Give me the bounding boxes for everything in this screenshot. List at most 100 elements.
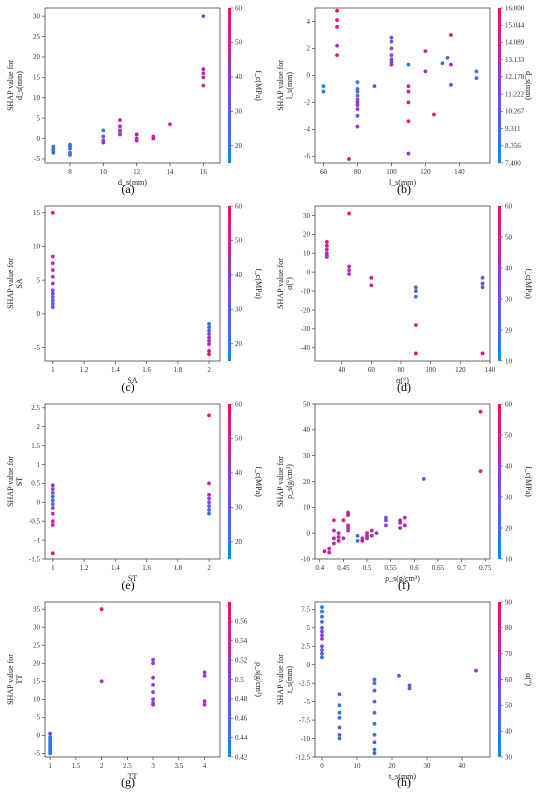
- data-point: [151, 661, 155, 666]
- colorbar-tick-label: 60: [505, 676, 513, 684]
- data-point: [50, 494, 55, 499]
- data-point: [406, 89, 411, 94]
- y-tick-label: -5: [34, 750, 40, 758]
- data-point: [413, 285, 418, 290]
- data-point: [369, 275, 374, 280]
- data-point: [50, 274, 55, 279]
- data-point: [384, 515, 388, 520]
- colorbar-tick-label: 30: [235, 306, 243, 314]
- data-point: [355, 80, 360, 85]
- x-axis-label: SA: [127, 376, 137, 385]
- data-point: [207, 481, 211, 486]
- y-axis-label: SHAP value for d_s(mm): [6, 60, 24, 111]
- panel-label: (g): [121, 775, 135, 789]
- data-point: [202, 673, 207, 678]
- y-tick-label: -2.5: [299, 679, 311, 687]
- x-tick-label: 1.2: [80, 564, 89, 572]
- data-point: [151, 702, 155, 707]
- y-tick-label: 1: [37, 461, 41, 469]
- data-point: [389, 35, 394, 40]
- colorbar-tick-label: 60: [235, 202, 243, 210]
- data-point: [372, 732, 377, 737]
- data-point: [50, 483, 55, 488]
- x-tick-label: 8: [68, 168, 72, 176]
- data-point: [50, 523, 55, 527]
- data-point: [101, 128, 106, 133]
- y-tick-label: 5: [37, 714, 41, 722]
- colorbar-tick-label: 11.222: [505, 90, 524, 98]
- data-point: [50, 519, 55, 524]
- x-tick-label: 20: [389, 762, 397, 770]
- x-tick-label: 1: [51, 564, 55, 572]
- x-tick-label: 3: [151, 762, 155, 770]
- x-tick-label: 40: [338, 366, 346, 374]
- colorbar-tick-label: 20: [235, 142, 243, 150]
- colorbar-tick-label: 30: [505, 295, 513, 303]
- data-point: [320, 629, 324, 634]
- colorbar-tick-label: 70: [505, 650, 513, 658]
- colorbar-tick-label: 9.311: [505, 125, 521, 133]
- data-point: [99, 607, 104, 612]
- colorbar-tick-label: 40: [505, 462, 513, 470]
- data-point: [347, 272, 352, 276]
- data-point: [51, 150, 56, 155]
- data-point: [324, 240, 329, 244]
- y-axis-label-line: t_s(mm): [285, 666, 294, 693]
- colorbar: [498, 404, 501, 559]
- colorbar-label: f_c(MPa): [254, 268, 263, 299]
- x-tick-label: 120: [455, 366, 466, 374]
- data-point: [480, 351, 485, 356]
- data-point: [50, 305, 55, 309]
- colorbar-tick-label: 7.400: [505, 159, 521, 167]
- plot-frame: [314, 7, 491, 164]
- x-tick-label: 1.8: [173, 564, 182, 572]
- x-tick-label: 4: [203, 762, 207, 770]
- data-point: [372, 681, 377, 686]
- x-tick-label: 1: [48, 762, 52, 770]
- data-point: [68, 142, 72, 147]
- panel-label: (h): [397, 775, 411, 789]
- y-axis-label-line: d_s(mm): [15, 71, 24, 100]
- colorbar: [228, 8, 231, 163]
- colorbar-tick-label: 16.000: [505, 4, 525, 12]
- data-point: [48, 731, 53, 736]
- data-point: [341, 536, 346, 541]
- x-tick-label: 0.7: [457, 564, 466, 572]
- data-point: [335, 24, 339, 29]
- colorbar-tick-label: 0.56: [235, 618, 248, 626]
- data-point: [50, 254, 55, 259]
- data-point: [341, 518, 346, 523]
- colorbar-label: d_s(mm): [524, 71, 533, 100]
- y-tick-label: 30: [303, 452, 311, 460]
- data-point: [374, 531, 379, 536]
- data-point: [389, 62, 394, 67]
- colorbar: [498, 8, 501, 163]
- data-point: [320, 633, 324, 638]
- data-point: [389, 57, 394, 62]
- data-point: [372, 84, 377, 89]
- colorbar-label: f_c(MPa): [524, 268, 533, 299]
- y-tick-label: -1.5: [29, 555, 41, 563]
- colorbar-tick-label: 30: [505, 493, 513, 501]
- data-point: [324, 255, 329, 259]
- data-point: [402, 523, 407, 528]
- data-point: [320, 655, 324, 660]
- panel-label: (b): [397, 182, 411, 196]
- x-tick-label: 1.2: [80, 366, 89, 374]
- data-point: [449, 82, 453, 87]
- colorbar-tick-label: 12.178: [505, 73, 525, 81]
- y-tick-label: 40: [303, 426, 311, 434]
- x-tick-label: 1.4: [111, 366, 120, 374]
- data-point: [335, 8, 339, 13]
- colorbar-tick-label: 50: [235, 237, 243, 245]
- subplot-8: 0 10 20 30 40 -12.5 -10 -7.5 -5 -2.5 0 2.5 5 7.5 t_s(m…: [276, 598, 533, 789]
- y-tick-label: 35: [33, 606, 41, 614]
- data-point: [151, 675, 155, 680]
- data-point: [207, 338, 211, 343]
- x-tick-label: 2.5: [123, 762, 132, 770]
- x-tick-label: 80: [354, 168, 362, 176]
- colorbar-tick-label: 20: [235, 340, 243, 348]
- colorbar-tick-label: 10: [505, 555, 513, 563]
- data-point: [50, 281, 55, 286]
- data-point: [355, 97, 360, 102]
